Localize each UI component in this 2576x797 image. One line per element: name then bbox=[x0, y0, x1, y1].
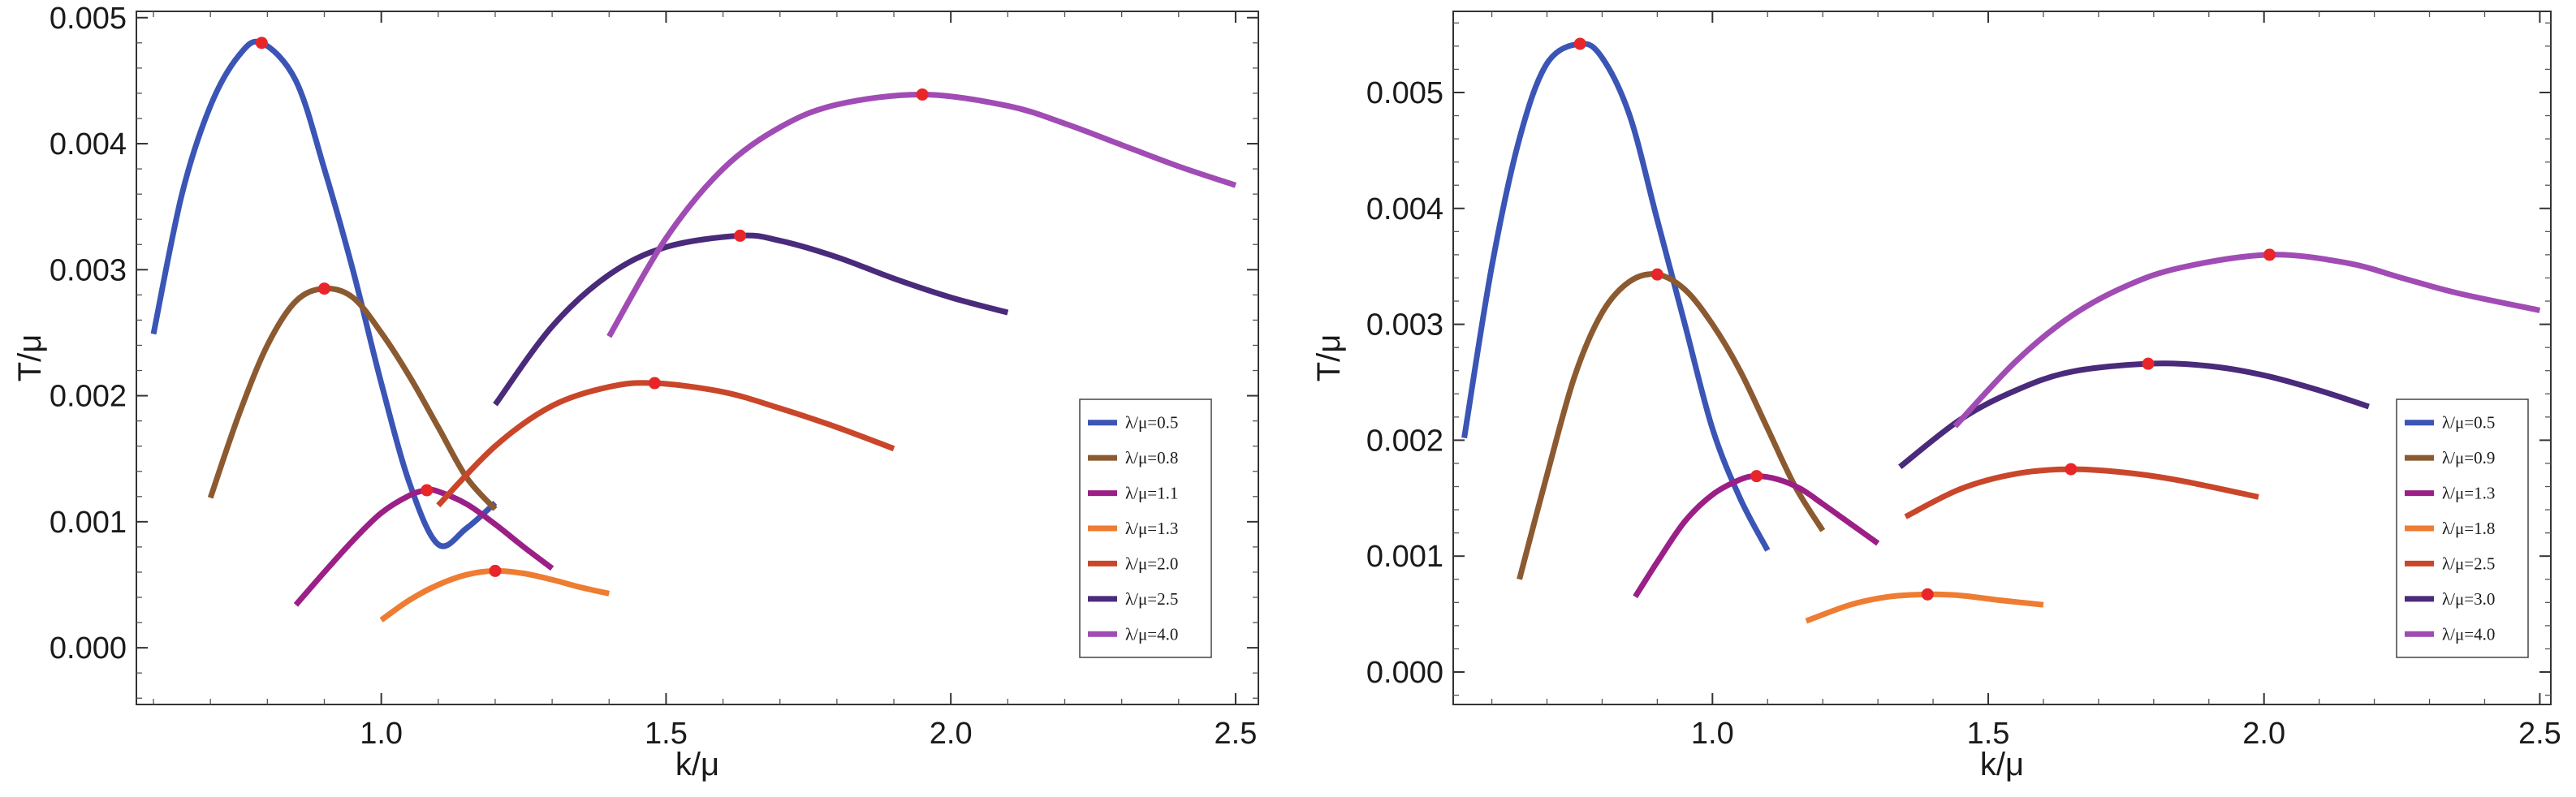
legend-label: λ/μ=0.9 bbox=[2442, 448, 2495, 467]
x-axis-label: k/μ bbox=[675, 747, 719, 782]
x-tick-label: 2.5 bbox=[2518, 717, 2561, 751]
legend-label: λ/μ=2.5 bbox=[1125, 589, 1178, 609]
peak-marker-3 bbox=[421, 484, 434, 497]
peak-marker-6 bbox=[734, 229, 747, 242]
peak-marker-1 bbox=[1573, 37, 1586, 50]
x-tick-label: 1.5 bbox=[645, 717, 688, 751]
peak-marker-2 bbox=[318, 282, 331, 295]
y-tick-label: 0.005 bbox=[50, 2, 127, 36]
y-tick-label: 0.002 bbox=[1366, 424, 1443, 458]
peak-marker-6 bbox=[2142, 357, 2155, 370]
legend-label: λ/μ=3.0 bbox=[2442, 589, 2495, 609]
x-tick-label: 1.5 bbox=[1967, 717, 2010, 751]
chart-panel-1: 1.0 1.5 2.0 2.5 0.000 0.001 0.002 0.003 0.004 0.0… bbox=[12, 2, 1259, 782]
series-line-2 bbox=[207, 285, 498, 511]
peak-marker-2 bbox=[1650, 268, 1663, 281]
chart-panel-2: 1.0 1.5 2.0 2.5 0.000 0.001 0.002 0.003 0.004 0.0… bbox=[1311, 11, 2561, 782]
peak-marker-7 bbox=[916, 88, 929, 101]
x-tick-label: 2.0 bbox=[2242, 717, 2285, 751]
series-line-7 bbox=[606, 91, 1237, 338]
series-line-3 bbox=[293, 486, 554, 607]
legend-label: λ/μ=0.5 bbox=[1125, 413, 1178, 433]
x-tick-label: 1.0 bbox=[1691, 717, 1734, 751]
y-axis-label: T/μ bbox=[12, 334, 48, 382]
y-tick-label: 0.003 bbox=[1366, 308, 1443, 342]
series-line-4 bbox=[379, 567, 611, 623]
y-tick-label: 0.000 bbox=[1366, 656, 1443, 690]
series-line-5 bbox=[436, 380, 895, 508]
peak-marker-5 bbox=[648, 377, 661, 390]
peak-marker-4 bbox=[489, 564, 502, 577]
legend-label: λ/μ=0.5 bbox=[2442, 413, 2495, 433]
series-line-1 bbox=[150, 38, 498, 549]
series-line-6 bbox=[1898, 360, 2370, 469]
x-axis-label: k/μ bbox=[1980, 747, 2024, 782]
y-tick-label: 0.002 bbox=[50, 380, 127, 414]
plot-frame bbox=[136, 11, 1259, 705]
y-tick-label: 0.005 bbox=[1366, 76, 1443, 110]
x-tick-label: 1.0 bbox=[360, 717, 403, 751]
y-tick-label: 0.001 bbox=[1366, 540, 1443, 574]
legend-label: λ/μ=4.0 bbox=[2442, 624, 2495, 644]
series-line-2 bbox=[1517, 271, 1826, 580]
peak-marker-3 bbox=[1750, 470, 1763, 483]
legend-label: λ/μ=2.5 bbox=[2442, 554, 2495, 573]
peak-marker-7 bbox=[2263, 248, 2276, 261]
peak-marker-5 bbox=[2065, 463, 2078, 476]
peak-marker-4 bbox=[1921, 588, 1934, 601]
plot-frame bbox=[1452, 11, 2552, 705]
x-tick-label: 2.0 bbox=[930, 717, 973, 751]
series-line-7 bbox=[1952, 252, 2541, 429]
legend-label: λ/μ=1.3 bbox=[2442, 484, 2495, 503]
legend-label: λ/μ=0.8 bbox=[1125, 448, 1178, 467]
series-line-6 bbox=[493, 232, 1009, 407]
legend-label: λ/μ=2.0 bbox=[1125, 554, 1178, 573]
legend-label: λ/μ=1.3 bbox=[1125, 519, 1178, 538]
series-line-1 bbox=[1461, 41, 1771, 552]
y-tick-label: 0.000 bbox=[50, 631, 127, 666]
y-tick-label: 0.004 bbox=[50, 127, 127, 162]
series-line-5 bbox=[1904, 466, 2259, 519]
legend: λ/μ=0.5 λ/μ=0.9 λ/μ=1.3 λ/μ=1.8 λ/μ=2.5 λ/μ=3… bbox=[2396, 398, 2529, 658]
legend-label: λ/μ=1.1 bbox=[1125, 484, 1178, 503]
legend-label: λ/μ=4.0 bbox=[1125, 624, 1178, 644]
x-tick-label: 2.5 bbox=[1215, 717, 1258, 751]
y-axis-label: T/μ bbox=[1311, 334, 1347, 382]
legend: λ/μ=0.5 λ/μ=0.8 λ/μ=1.1 λ/μ=1.3 λ/μ=2.0 λ/μ=2… bbox=[1079, 398, 1212, 658]
y-tick-label: 0.001 bbox=[50, 506, 127, 540]
y-tick-label: 0.004 bbox=[1366, 192, 1443, 226]
peak-marker-1 bbox=[255, 37, 268, 50]
legend-label: λ/μ=1.8 bbox=[2442, 519, 2495, 538]
series-line-3 bbox=[1633, 473, 1880, 599]
y-tick-label: 0.003 bbox=[50, 253, 127, 287]
